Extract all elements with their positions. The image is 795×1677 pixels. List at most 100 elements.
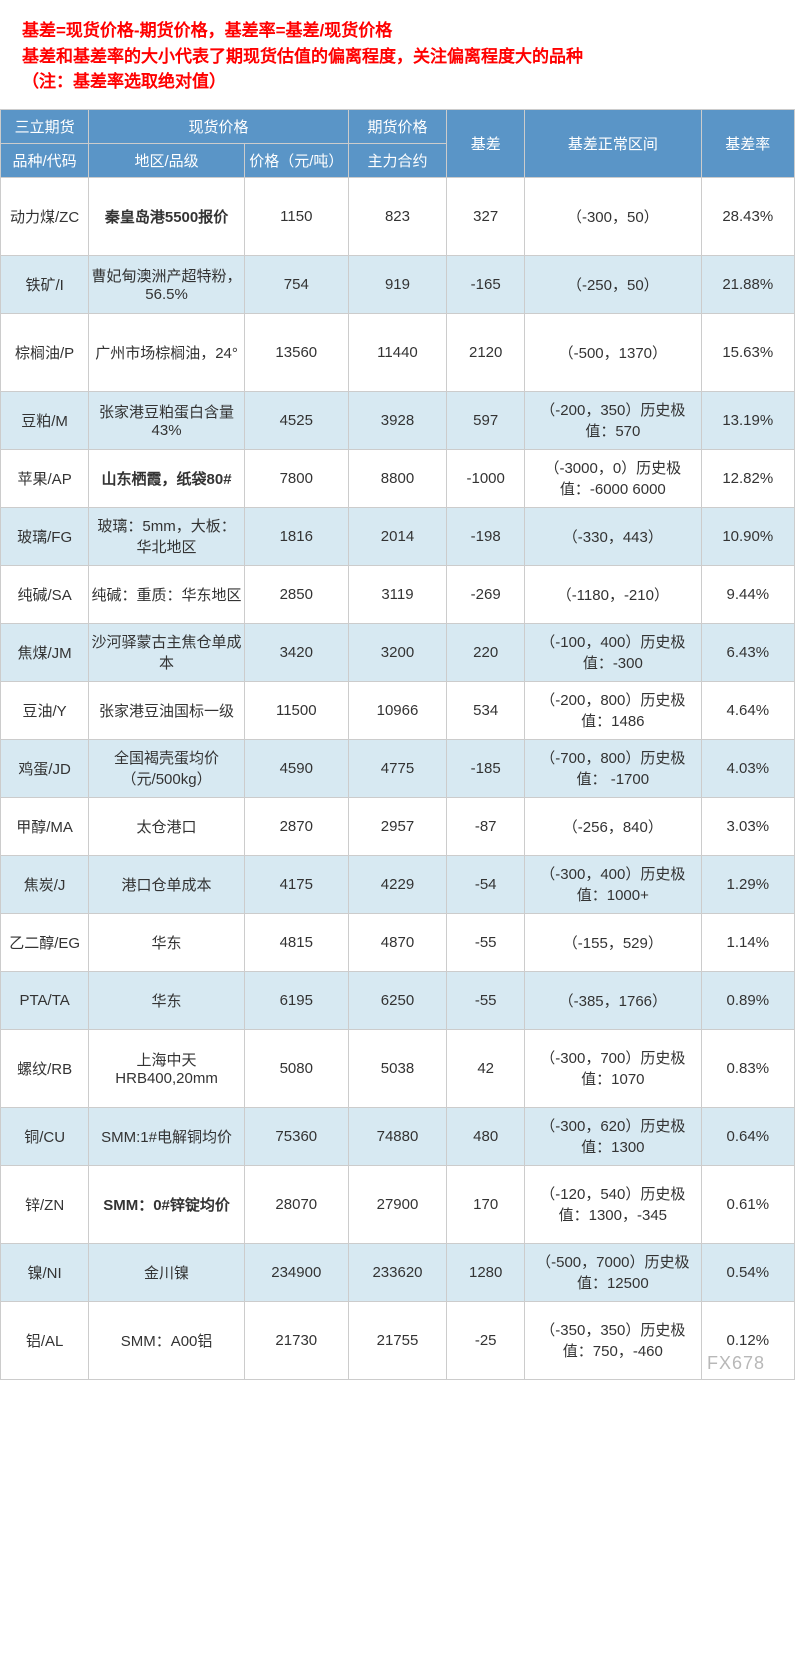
cell-code: 纯碱/SA xyxy=(1,565,89,623)
cell-basis: -55 xyxy=(447,913,525,971)
table-row: 铜/CUSMM:1#电解铜均价7536074880480（-300，620）历史… xyxy=(1,1107,795,1165)
cell-futures: 74880 xyxy=(348,1107,447,1165)
cell-code: 螺纹/RB xyxy=(1,1029,89,1107)
note-line: 基差和基差率的大小代表了期现货估值的偏离程度，关注偏离程度大的品种 xyxy=(22,44,773,70)
cell-region: 上海中天HRB400,20mm xyxy=(89,1029,245,1107)
cell-spot: 3420 xyxy=(244,623,348,681)
cell-code: 玻璃/FG xyxy=(1,507,89,565)
cell-spot: 6195 xyxy=(244,971,348,1029)
cell-range: （-500，7000）历史极值：12500 xyxy=(525,1243,701,1301)
cell-code: 豆粕/M xyxy=(1,391,89,449)
cell-futures: 4870 xyxy=(348,913,447,971)
cell-region: 玻璃：5mm，大板：华北地区 xyxy=(89,507,245,565)
th-price-unit: 价格（元/吨） xyxy=(244,143,348,177)
cell-range: （-500，1370） xyxy=(525,313,701,391)
cell-rate: 10.90% xyxy=(701,507,794,565)
cell-basis: 2120 xyxy=(447,313,525,391)
cell-range: （-250，50） xyxy=(525,255,701,313)
th-basis: 基差 xyxy=(447,109,525,177)
cell-rate: 12.82% xyxy=(701,449,794,507)
cell-spot: 4815 xyxy=(244,913,348,971)
cell-basis: 170 xyxy=(447,1165,525,1243)
cell-code: 豆油/Y xyxy=(1,681,89,739)
cell-basis: -87 xyxy=(447,797,525,855)
cell-spot: 13560 xyxy=(244,313,348,391)
cell-region: 纯碱：重质：华东地区 xyxy=(89,565,245,623)
cell-futures: 27900 xyxy=(348,1165,447,1243)
table-row: PTA/TA华东61956250-55（-385，1766）0.89% xyxy=(1,971,795,1029)
cell-basis: 220 xyxy=(447,623,525,681)
cell-basis: -185 xyxy=(447,739,525,797)
cell-spot: 4590 xyxy=(244,739,348,797)
cell-basis: -198 xyxy=(447,507,525,565)
cell-rate: 0.54% xyxy=(701,1243,794,1301)
cell-region: 张家港豆粕蛋白含量43% xyxy=(89,391,245,449)
cell-futures: 2957 xyxy=(348,797,447,855)
cell-code: 焦炭/J xyxy=(1,855,89,913)
cell-basis: 1280 xyxy=(447,1243,525,1301)
table-row: 苹果/AP山东栖霞，纸袋80#78008800-1000（-3000，0）历史极… xyxy=(1,449,795,507)
th-company: 三立期货 xyxy=(1,109,89,143)
table-row: 甲醇/MA太仓港口28702957-87（-256，840）3.03% xyxy=(1,797,795,855)
cell-range: （-3000，0）历史极值：-6000 6000 xyxy=(525,449,701,507)
cell-futures: 4229 xyxy=(348,855,447,913)
th-product-code: 品种/代码 xyxy=(1,143,89,177)
cell-basis: -1000 xyxy=(447,449,525,507)
table-row: 锌/ZNSMM：0#锌锭均价2807027900170（-120，540）历史极… xyxy=(1,1165,795,1243)
cell-code: 甲醇/MA xyxy=(1,797,89,855)
cell-code: 镍/NI xyxy=(1,1243,89,1301)
th-region-grade: 地区/品级 xyxy=(89,143,245,177)
cell-code: 乙二醇/EG xyxy=(1,913,89,971)
cell-futures: 21755 xyxy=(348,1301,447,1379)
cell-basis: -55 xyxy=(447,971,525,1029)
cell-spot: 21730 xyxy=(244,1301,348,1379)
cell-region: 金川镍 xyxy=(89,1243,245,1301)
cell-futures: 823 xyxy=(348,177,447,255)
cell-rate: 4.64% xyxy=(701,681,794,739)
cell-range: （-100，400）历史极值：-300 xyxy=(525,623,701,681)
cell-spot: 4175 xyxy=(244,855,348,913)
table-row: 焦煤/JM沙河驿蒙古主焦仓单成本34203200220（-100，400）历史极… xyxy=(1,623,795,681)
table-row: 铝/ALSMM：A00铝2173021755-25（-350，350）历史极值：… xyxy=(1,1301,795,1379)
cell-futures: 11440 xyxy=(348,313,447,391)
cell-spot: 7800 xyxy=(244,449,348,507)
cell-spot: 234900 xyxy=(244,1243,348,1301)
cell-code: 棕榈油/P xyxy=(1,313,89,391)
cell-region: 秦皇岛港5500报价 xyxy=(89,177,245,255)
cell-spot: 28070 xyxy=(244,1165,348,1243)
note-line: 基差=现货价格-期货价格，基差率=基差/现货价格 xyxy=(22,18,773,44)
table-row: 螺纹/RB上海中天HRB400,20mm5080503842（-300，700）… xyxy=(1,1029,795,1107)
table-row: 棕榈油/P广州市场棕榈油，24°13560114402120（-500，1370… xyxy=(1,313,795,391)
cell-range: （-300，400）历史极值：1000+ xyxy=(525,855,701,913)
cell-region: 曹妃甸澳洲产超特粉，56.5% xyxy=(89,255,245,313)
cell-rate: 3.03% xyxy=(701,797,794,855)
cell-rate: 4.03% xyxy=(701,739,794,797)
cell-basis: -54 xyxy=(447,855,525,913)
table-body: 动力煤/ZC秦皇岛港5500报价1150823327（-300，50）28.43… xyxy=(1,177,795,1379)
cell-range: （-385，1766） xyxy=(525,971,701,1029)
cell-spot: 2850 xyxy=(244,565,348,623)
cell-region: 张家港豆油国标一级 xyxy=(89,681,245,739)
cell-range: （-155，529） xyxy=(525,913,701,971)
cell-rate: 1.14% xyxy=(701,913,794,971)
cell-rate: 0.12% xyxy=(701,1301,794,1379)
cell-basis: 480 xyxy=(447,1107,525,1165)
cell-spot: 4525 xyxy=(244,391,348,449)
cell-range: （-256，840） xyxy=(525,797,701,855)
cell-rate: 9.44% xyxy=(701,565,794,623)
cell-region: 全国褐壳蛋均价（元/500kg） xyxy=(89,739,245,797)
cell-futures: 3928 xyxy=(348,391,447,449)
cell-futures: 6250 xyxy=(348,971,447,1029)
cell-rate: 0.61% xyxy=(701,1165,794,1243)
cell-region: 华东 xyxy=(89,971,245,1029)
cell-rate: 15.63% xyxy=(701,313,794,391)
cell-range: （-300，50） xyxy=(525,177,701,255)
header-notes: 基差=现货价格-期货价格，基差率=基差/现货价格 基差和基差率的大小代表了期现货… xyxy=(0,0,795,109)
cell-region: 华东 xyxy=(89,913,245,971)
cell-region: 山东栖霞，纸袋80# xyxy=(89,449,245,507)
cell-futures: 5038 xyxy=(348,1029,447,1107)
cell-rate: 1.29% xyxy=(701,855,794,913)
cell-basis: -25 xyxy=(447,1301,525,1379)
cell-spot: 5080 xyxy=(244,1029,348,1107)
cell-range: （-200，350）历史极值：570 xyxy=(525,391,701,449)
